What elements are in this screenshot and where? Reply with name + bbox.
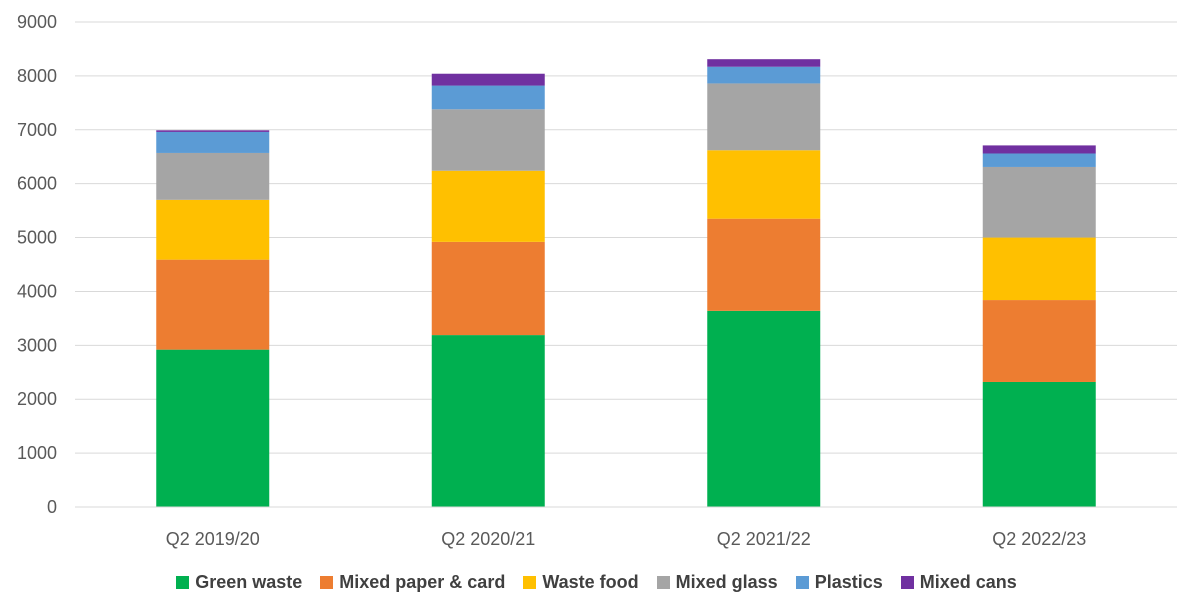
legend-swatch [795,576,809,589]
legend-swatch [900,576,914,589]
y-tick-label: 6000 [17,174,57,194]
y-tick-label: 4000 [17,281,57,301]
bar-segment-mixed-paper-card-0 [156,259,270,350]
bar-segment-waste-food-1 [431,170,545,242]
bar-segment-green-waste-0 [156,349,270,507]
legend-item: Mixed cans [900,572,1017,593]
y-tick-label: 7000 [17,120,57,140]
bar-segment-green-waste-1 [431,335,545,507]
bar-segment-mixed-paper-card-3 [982,300,1096,382]
bar-segment-waste-food-0 [156,199,270,260]
bar-segment-mixed-glass-1 [431,109,545,171]
legend-item: Green waste [176,572,302,593]
y-tick-label: 1000 [17,443,57,463]
bar-segment-mixed-paper-card-2 [707,218,821,311]
bar-segment-mixed-glass-0 [156,152,270,200]
y-tick-label: 0 [47,497,57,517]
legend-swatch [320,576,334,589]
bar-segment-plastics-2 [707,66,821,84]
legend-swatch [176,576,190,589]
bar-segment-mixed-cans-3 [982,145,1096,154]
bar-segment-mixed-glass-3 [982,166,1096,238]
bar-segment-waste-food-3 [982,237,1096,301]
bar-segment-mixed-paper-card-1 [431,241,545,336]
legend-label: Plastics [814,572,883,592]
x-tick-label: Q2 2020/21 [441,529,535,549]
bar-segment-waste-food-2 [707,150,821,219]
x-tick-label: Q2 2019/20 [166,529,260,549]
bar-segment-plastics-1 [431,85,545,110]
y-tick-label: 5000 [17,228,57,248]
legend-item: Mixed paper & card [320,572,505,593]
bar-segment-mixed-cans-2 [707,59,821,67]
y-tick-label: 9000 [17,12,57,32]
y-tick-label: 8000 [17,66,57,86]
legend-item: Mixed glass [656,572,778,593]
bar-segment-mixed-cans-0 [156,130,270,132]
legend-label: Waste food [542,572,639,592]
legend-label: Mixed paper & card [339,572,506,592]
x-tick-label: Q2 2022/23 [992,529,1086,549]
legend-label: Green waste [195,572,303,592]
legend-label: Mixed glass [675,572,778,592]
chart-legend: Green waste Mixed paper & card Waste food M… [0,572,1193,593]
y-tick-label: 2000 [17,389,57,409]
bar-segment-green-waste-3 [982,381,1096,507]
bar-segment-mixed-cans-1 [431,73,545,86]
y-tick-label: 3000 [17,335,57,355]
legend-swatch [656,576,670,589]
legend-label: Mixed cans [919,572,1017,592]
legend-swatch [523,576,537,589]
bar-segment-green-waste-2 [707,310,821,507]
stacked-bar-chart: 0 1000 2000 3000 4000 5000 6000 7000 8000 9000 Q2 … [17,12,1177,549]
bar-segment-plastics-0 [156,131,270,153]
bar-segment-plastics-3 [982,153,1096,167]
bar-segment-mixed-glass-2 [707,83,821,151]
legend-item: Plastics [795,572,883,593]
legend-item: Waste food [523,572,639,593]
x-tick-label: Q2 2021/22 [717,529,811,549]
